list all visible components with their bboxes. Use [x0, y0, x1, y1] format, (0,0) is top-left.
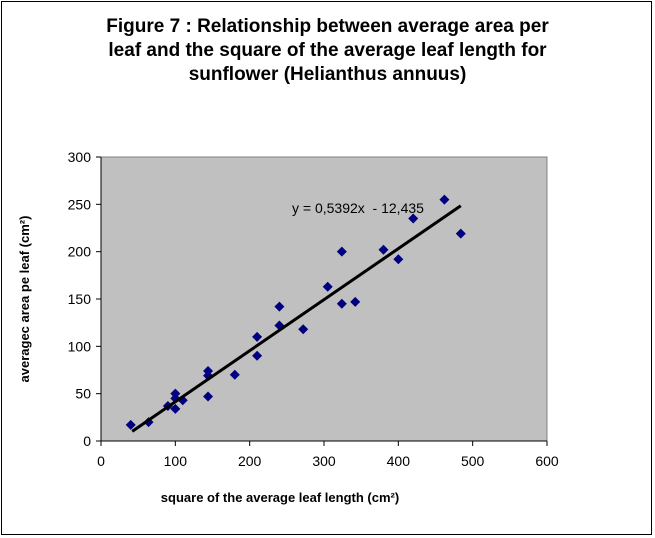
data-point — [203, 391, 214, 402]
y-tick-label: 200 — [68, 244, 92, 260]
chart-title-line-2: leaf and the square of the average leaf … — [108, 40, 547, 61]
y-axis-ticks: 0 50 100 150 200 250 300 — [68, 149, 101, 449]
data-point — [252, 350, 263, 361]
y-tick-label: 100 — [68, 338, 92, 354]
chart-title-line-1: Figure 7 : Relationship between average … — [106, 16, 549, 37]
x-tick-label: 600 — [535, 453, 559, 469]
x-tick-label: 0 — [97, 453, 105, 469]
data-point — [350, 296, 361, 307]
chart-title: Figure 7 : Relationship between average … — [0, 15, 655, 87]
x-axis-title: square of the average leaf length (cm²) — [161, 490, 399, 505]
x-tick-label: 200 — [238, 453, 262, 469]
chart-title-line-3: sunflower (Helianthus annuus) — [188, 64, 467, 85]
y-tick-label: 250 — [68, 196, 92, 212]
data-point — [298, 324, 309, 335]
trendline-equation: y = 0,5392x - 12,435 — [292, 200, 424, 216]
x-tick-label: 400 — [387, 453, 411, 469]
data-point — [336, 298, 347, 309]
data-point — [125, 419, 136, 430]
data-points — [125, 194, 466, 430]
data-point — [336, 246, 347, 257]
data-point — [274, 301, 285, 312]
x-tick-label: 300 — [312, 453, 336, 469]
data-point — [229, 369, 240, 380]
data-point — [322, 281, 333, 292]
y-tick-label: 150 — [68, 291, 92, 307]
x-axis-ticks: 0 100 200 300 400 500 600 — [97, 441, 559, 469]
x-tick-label: 100 — [164, 453, 188, 469]
trendline — [131, 204, 462, 433]
y-tick-label: 300 — [68, 149, 92, 165]
data-point — [252, 331, 263, 342]
y-tick-label: 0 — [83, 433, 91, 449]
data-point — [455, 228, 466, 239]
data-point — [393, 254, 404, 265]
y-axis-title: averagec area pe leaf (cm²) — [17, 216, 32, 383]
data-point — [378, 244, 389, 255]
y-tick-label: 50 — [75, 386, 91, 402]
data-point — [439, 194, 450, 205]
data-point — [408, 213, 419, 224]
x-tick-label: 500 — [461, 453, 485, 469]
data-point — [170, 403, 181, 414]
